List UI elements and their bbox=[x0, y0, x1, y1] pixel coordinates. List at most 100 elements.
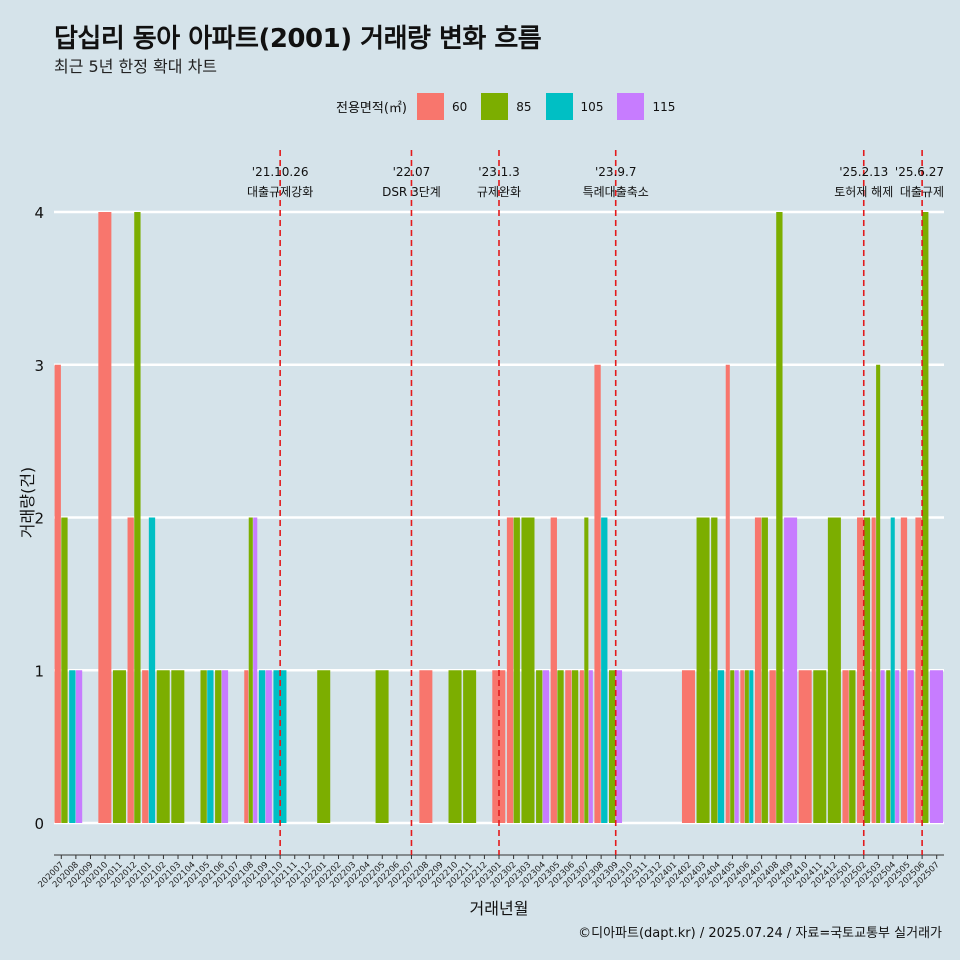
bar-202307-60 bbox=[579, 670, 584, 823]
event-label-202506: 대출규제 bbox=[900, 185, 944, 199]
bar-202308-60 bbox=[594, 364, 601, 823]
source-caption: ©디아파트(dapt.kr) / 2025.07.24 / 자료=국토교통부 실… bbox=[578, 926, 942, 941]
bar-202403-85 bbox=[696, 517, 710, 823]
bar-202211-85 bbox=[463, 670, 477, 823]
bar-202103-85 bbox=[171, 670, 185, 823]
event-label-202301: 규제완화 bbox=[477, 185, 521, 199]
bar-202007-85 bbox=[61, 517, 68, 823]
bar-202501-85 bbox=[849, 670, 856, 823]
bar-202406-60 bbox=[740, 670, 745, 823]
bar-202109-105 bbox=[258, 670, 266, 823]
y-tick-label-2: 2 bbox=[34, 510, 44, 528]
event-date-202110: '21.10.26 bbox=[252, 165, 309, 179]
chart-title: 답십리 동아 아파트(2001) 거래량 변화 흐름 bbox=[54, 24, 542, 54]
bar-202106-115 bbox=[221, 670, 229, 823]
bar-202108-115 bbox=[253, 517, 258, 823]
bar-202503-85 bbox=[876, 364, 881, 823]
bar-202305-85 bbox=[557, 670, 564, 823]
bar-202405-115 bbox=[734, 670, 739, 823]
bar-202302-85 bbox=[513, 517, 520, 823]
bar-202102-85 bbox=[156, 670, 170, 823]
bar-202410-60 bbox=[798, 670, 812, 823]
bar-202503-115 bbox=[880, 670, 885, 823]
bar-202407-60 bbox=[754, 517, 762, 823]
event-date-202207: '22.07 bbox=[393, 165, 431, 179]
bar-202008-105 bbox=[69, 670, 76, 823]
legend-swatch-60 bbox=[416, 93, 444, 120]
bar-202402-60 bbox=[681, 670, 695, 823]
legend: 전용면적(㎡) 60 85 105 115 bbox=[336, 93, 689, 120]
bar-202205-85 bbox=[375, 670, 389, 823]
bar-202007-60 bbox=[54, 364, 61, 823]
legend-label-105: 105 bbox=[580, 99, 604, 114]
bar-202504-85 bbox=[886, 670, 891, 823]
bar-202201-85 bbox=[317, 670, 331, 823]
bar-202406-105 bbox=[749, 670, 754, 823]
bar-202110-105 bbox=[273, 670, 287, 823]
bar-202409-115 bbox=[784, 517, 798, 823]
bar-202108-85 bbox=[248, 517, 253, 823]
bar-202101-60 bbox=[142, 670, 149, 823]
legend-item-60: 60 bbox=[416, 93, 475, 120]
y-tick-label-0: 0 bbox=[34, 815, 44, 833]
bar-202106-85 bbox=[215, 670, 222, 823]
chart-subtitle: 최근 5년 한정 확대 차트 bbox=[54, 57, 218, 76]
bar-202108-60 bbox=[244, 670, 249, 823]
bar-202405-60 bbox=[725, 364, 730, 823]
bar-202308-105 bbox=[601, 517, 608, 823]
legend-swatch-85 bbox=[481, 93, 509, 120]
legend-item-85: 85 bbox=[481, 93, 539, 120]
legend-swatch-105 bbox=[545, 93, 573, 120]
bar-202505-115 bbox=[907, 670, 914, 823]
bar-202407-85 bbox=[761, 517, 768, 823]
bar-202408-85 bbox=[776, 212, 783, 823]
legend-label-115: 115 bbox=[652, 99, 676, 114]
bar-202105-85 bbox=[200, 670, 207, 823]
x-axis-title: 거래년월 bbox=[470, 899, 529, 918]
bar-202109-115 bbox=[265, 670, 272, 823]
bar-202503-60 bbox=[871, 517, 876, 823]
event-label-202502: 토허제 해제 bbox=[834, 185, 893, 199]
bar-202411-85 bbox=[813, 670, 827, 823]
bar-202302-60 bbox=[506, 517, 514, 823]
event-label-202110: 대출규제강화 bbox=[247, 185, 313, 199]
bar-202309-85 bbox=[609, 670, 616, 823]
bar-202210-85 bbox=[448, 670, 462, 823]
bar-202506-85 bbox=[922, 212, 929, 823]
bar-202010-60 bbox=[98, 212, 112, 823]
bar-202406-85 bbox=[744, 670, 749, 823]
bar-202208-60 bbox=[419, 670, 433, 823]
bar-202012-60 bbox=[127, 517, 134, 823]
bar-202404-105 bbox=[717, 670, 725, 823]
bar-202502-85 bbox=[863, 517, 871, 823]
event-date-202506: '25.6.27 bbox=[895, 165, 944, 179]
bar-202304-115 bbox=[542, 670, 550, 823]
bar-202011-85 bbox=[112, 670, 126, 823]
legend-label-60: 60 bbox=[451, 99, 468, 114]
event-date-202309: '23.9.7 bbox=[595, 165, 636, 179]
legend-item-105: 105 bbox=[545, 93, 612, 120]
bar-202304-85 bbox=[536, 670, 543, 823]
bar-202301-60 bbox=[492, 670, 506, 823]
legend-label-85: 85 bbox=[516, 99, 532, 114]
bar-202303-85 bbox=[521, 517, 535, 823]
event-label-202309: 특례대출축소 bbox=[583, 185, 649, 199]
event-label-202207: DSR 3단계 bbox=[382, 185, 441, 199]
bar-202412-85 bbox=[827, 517, 841, 823]
bar-202101-105 bbox=[148, 517, 156, 823]
bar-202404-85 bbox=[711, 517, 718, 823]
legend-title: 전용면적(㎡) bbox=[336, 101, 407, 116]
bar-202306-60 bbox=[565, 670, 572, 823]
bar-202012-85 bbox=[134, 212, 141, 823]
bar-202507-115 bbox=[929, 670, 944, 823]
bar-202307-85 bbox=[584, 517, 589, 823]
event-date-202301: '23.1.3 bbox=[478, 165, 519, 179]
y-axis-title: 거래량(건) bbox=[18, 467, 37, 538]
y-tick-label-3: 3 bbox=[34, 357, 44, 375]
bar-202502-60 bbox=[857, 517, 864, 823]
bar-202008-115 bbox=[75, 670, 83, 823]
event-date-202502: '25.2.13 bbox=[839, 165, 888, 179]
bar-202307-115 bbox=[588, 670, 593, 823]
bar-202105-105 bbox=[207, 670, 214, 823]
